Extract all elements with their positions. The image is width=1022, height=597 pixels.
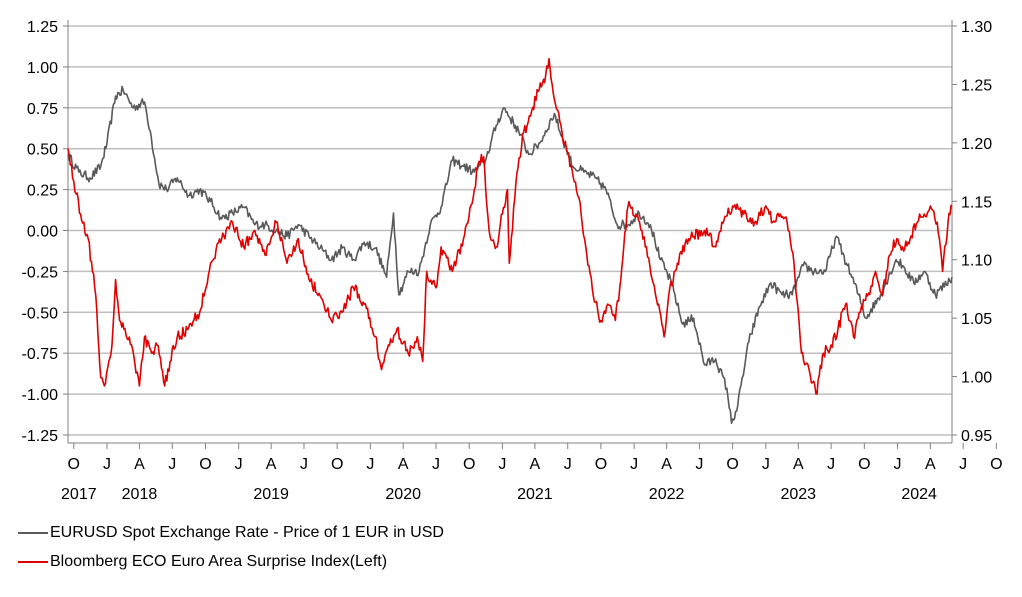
y-right-tick-label: 1.20 (961, 136, 992, 153)
x-month-label: J (630, 456, 638, 473)
x-month-label: J (564, 456, 572, 473)
x-month-label: J (498, 456, 506, 473)
x-month-label: J (300, 456, 308, 473)
legend-item-surprise-index: Bloomberg ECO Euro Area Surprise Index(L… (18, 553, 387, 571)
x-month-label: J (695, 456, 703, 473)
legend-swatch-eurusd (18, 532, 48, 534)
y-right-tick-label: 1.25 (961, 77, 992, 94)
y-left-tick-label: -0.75 (22, 346, 59, 363)
series-line-surprise-index (67, 57, 953, 395)
x-year-label: 2018 (122, 486, 158, 503)
y-left-tick-label: 0.50 (27, 142, 58, 159)
series-line-eurusd (67, 85, 953, 425)
tick-labels: 1.25 1.00 0.75 0.50 0.25 0.00 -0.25 -0.50 -0.75 -… (22, 19, 1003, 503)
x-month-label: J (168, 456, 176, 473)
series-lines (67, 57, 953, 425)
y-left-tick-label: 0.00 (27, 224, 58, 241)
x-month-label: O (463, 456, 475, 473)
x-year-label: 2024 (901, 486, 937, 503)
legend-label-eurusd: EURUSD Spot Exchange Rate - Price of 1 E… (50, 524, 444, 541)
y-left-tick-label: 0.25 (27, 183, 58, 200)
y-left-tick-label: 1.25 (27, 19, 58, 36)
x-month-label: A (793, 456, 804, 473)
x-year-label: 2020 (385, 486, 421, 503)
y-right-tick-label: 1.05 (961, 311, 992, 328)
x-month-label: O (726, 456, 738, 473)
x-month-label: A (661, 456, 672, 473)
y-left-tick-label: -1.00 (22, 387, 59, 404)
x-year-label: 2019 (253, 486, 289, 503)
y-right-tick-label: 0.95 (961, 428, 992, 445)
x-month-label: A (398, 456, 409, 473)
x-month-label: J (432, 456, 440, 473)
x-month-label: O (199, 456, 211, 473)
x-month-label: A (134, 456, 145, 473)
y-left-tick-label: -0.50 (22, 305, 59, 322)
y-left-tick-label: 0.75 (27, 101, 58, 118)
legend-swatch-surprise-index (18, 561, 48, 563)
y-left-tick-label: 1.00 (27, 60, 58, 77)
y-left-tick-label: -0.25 (22, 264, 59, 281)
x-month-label: A (925, 456, 936, 473)
y-right-tick-label: 1.30 (961, 19, 992, 36)
y-right-tick-label: 1.15 (961, 194, 992, 211)
line-chart: 1.25 1.00 0.75 0.50 0.25 0.00 -0.25 -0.50 -0.75 -… (22, 19, 1003, 503)
x-month-label: J (827, 456, 835, 473)
x-month-label: J (894, 456, 902, 473)
x-month-label: O (990, 456, 1002, 473)
x-month-label: O (331, 456, 343, 473)
gridlines (68, 25, 952, 436)
x-month-label: O (68, 456, 80, 473)
x-month-label: J (762, 456, 770, 473)
y-left-tick-label: -1.25 (22, 428, 59, 445)
x-month-label: O (595, 456, 607, 473)
x-month-label: A (266, 456, 277, 473)
axes (63, 20, 997, 449)
x-year-label: 2021 (517, 486, 553, 503)
x-year-label: 2022 (649, 486, 685, 503)
y-right-tick-label: 1.10 (961, 253, 992, 270)
legend-item-eurusd: EURUSD Spot Exchange Rate - Price of 1 E… (18, 524, 444, 542)
y-right-tick-label: 1.00 (961, 370, 992, 387)
x-month-label: O (858, 456, 870, 473)
x-year-label: 2023 (780, 486, 816, 503)
x-month-label: A (530, 456, 541, 473)
x-month-label: J (103, 456, 111, 473)
x-month-label: J (235, 456, 243, 473)
x-year-label: 2017 (61, 486, 97, 503)
x-month-label: J (366, 456, 374, 473)
x-month-label: J (959, 456, 967, 473)
legend-label-surprise-index: Bloomberg ECO Euro Area Surprise Index(L… (50, 553, 388, 570)
